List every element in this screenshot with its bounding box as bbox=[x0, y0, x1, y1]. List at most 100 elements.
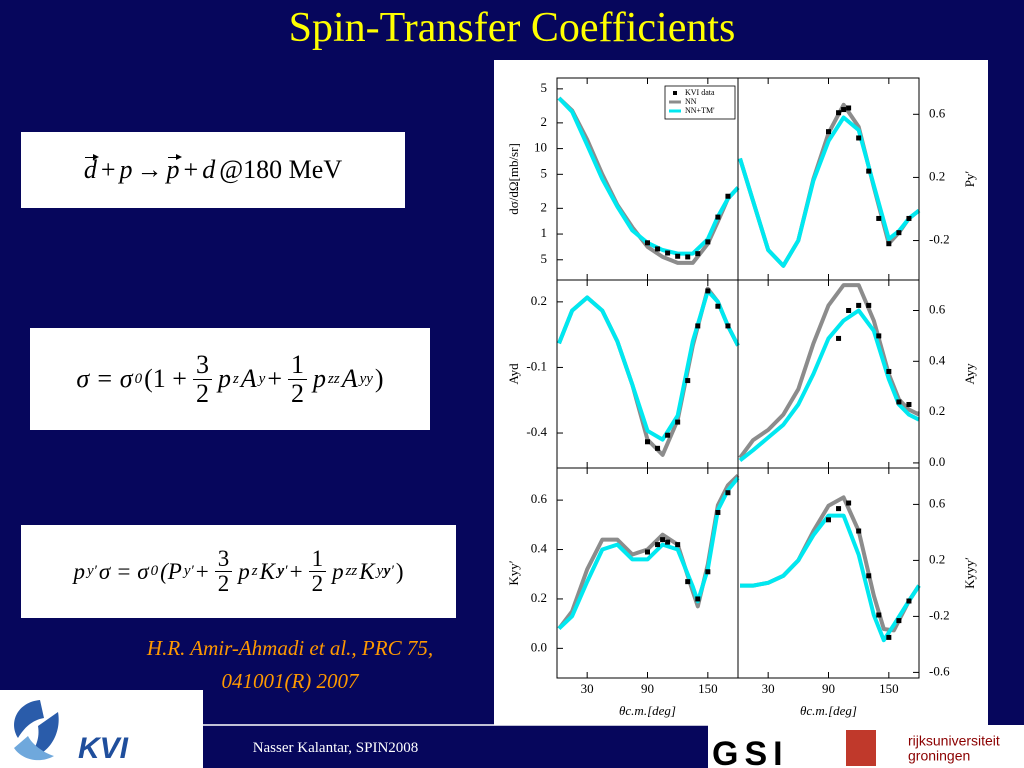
eq-symbol: + bbox=[100, 155, 116, 184]
y-tick-label: 2 bbox=[541, 199, 548, 214]
data-point bbox=[866, 573, 872, 579]
x-axis-label: θc.m.[deg] bbox=[619, 703, 676, 718]
eq-symbol: (P bbox=[160, 558, 182, 584]
y-tick-label: 1 bbox=[541, 225, 548, 240]
eq-sub: yy bbox=[376, 563, 390, 579]
data-point bbox=[906, 215, 912, 221]
x-tick-label: 30 bbox=[762, 681, 775, 696]
logo-swirl bbox=[14, 736, 54, 761]
gsi-logo: GSI bbox=[712, 735, 789, 768]
eq-symbol: p bbox=[119, 155, 133, 184]
y-tick-label: 5 bbox=[541, 80, 548, 95]
curve bbox=[557, 96, 740, 256]
data-point bbox=[896, 399, 902, 405]
y-tick-label: 0.0 bbox=[929, 454, 945, 469]
eq-sub: y bbox=[276, 563, 284, 579]
eq-sub: y′ bbox=[183, 563, 194, 579]
data-point bbox=[856, 302, 862, 308]
x-tick-label: 90 bbox=[641, 681, 654, 696]
y-axis-label: Py′ bbox=[962, 171, 977, 188]
data-point bbox=[725, 193, 731, 199]
footer: Nasser Kalantar, SPIN2008 bbox=[252, 740, 419, 756]
y-tick-label: 0.2 bbox=[929, 551, 945, 566]
y-tick-label: 0.2 bbox=[531, 293, 547, 308]
eq-den: 2 bbox=[291, 378, 305, 408]
eq-sub: y′ bbox=[86, 563, 97, 579]
panel-frame bbox=[737, 467, 920, 679]
data-point bbox=[645, 439, 650, 445]
data-point bbox=[836, 506, 842, 512]
data-point bbox=[856, 528, 862, 534]
data-point bbox=[675, 253, 681, 259]
data-point bbox=[836, 335, 842, 341]
eq-sub: z bbox=[251, 563, 258, 579]
data-point bbox=[836, 110, 842, 116]
data-point bbox=[906, 401, 912, 407]
y-tick-label: 2 bbox=[541, 114, 548, 129]
groningen-text: rijksuniversiteit bbox=[908, 733, 1000, 749]
eq-symbol: A bbox=[341, 364, 358, 393]
y-tick-label: -0.2 bbox=[929, 232, 950, 247]
data-point bbox=[725, 490, 731, 496]
x-axis-label: θc.m.[deg] bbox=[800, 703, 857, 718]
data-point bbox=[665, 432, 671, 438]
data-point bbox=[896, 230, 902, 236]
eq-sub: 0 bbox=[134, 370, 143, 387]
eq-num: 3 bbox=[192, 351, 212, 380]
y-tick-label: 0.6 bbox=[929, 495, 946, 510]
x-tick-label: 30 bbox=[581, 681, 594, 696]
data-point bbox=[715, 214, 721, 220]
eq-symbol: d bbox=[83, 154, 99, 184]
y-tick-label: -0.1 bbox=[526, 358, 547, 373]
data-point bbox=[645, 240, 650, 246]
data-point bbox=[675, 419, 681, 425]
legend-label: NN+TM' bbox=[685, 106, 715, 115]
y-tick-label: 0.6 bbox=[929, 105, 946, 120]
eq-symbol: ) bbox=[374, 364, 384, 393]
y-tick-label: 0.2 bbox=[531, 590, 547, 605]
y-tick-label: -0.2 bbox=[929, 607, 950, 622]
data-point bbox=[876, 215, 882, 221]
equation: d + p → p + d @180 MeV bbox=[21, 132, 405, 208]
eq-symbol: A bbox=[240, 364, 257, 393]
eq-symbol: + bbox=[267, 364, 283, 393]
eq-symbol: @180 MeV bbox=[219, 155, 343, 184]
eq-symbol: p bbox=[313, 364, 327, 393]
data-point bbox=[685, 254, 691, 260]
eq-sup: y′ bbox=[277, 563, 288, 579]
data-point bbox=[725, 323, 731, 329]
eq-symbol: ) bbox=[395, 558, 404, 584]
eq-sub: z bbox=[232, 370, 239, 387]
eq-symbol: + bbox=[195, 558, 209, 584]
y-tick-label: 5 bbox=[541, 165, 548, 180]
eq-sub: yy bbox=[359, 370, 373, 387]
y-tick-label: 0.4 bbox=[929, 352, 946, 367]
citation: H.R. Amir-Ahmadi et al., PRC 75, 041001(… bbox=[60, 632, 520, 698]
eq-sub: y bbox=[258, 370, 266, 387]
data-point bbox=[841, 107, 847, 113]
data-point bbox=[715, 509, 721, 515]
eq-symbol: K bbox=[259, 558, 275, 584]
y-axis-label: Ayd bbox=[506, 363, 521, 385]
y-tick-label: 10 bbox=[534, 140, 547, 155]
data-point bbox=[685, 579, 691, 585]
eq-den: 2 bbox=[311, 571, 324, 596]
eq-symbol: d bbox=[202, 155, 216, 184]
data-point bbox=[705, 569, 711, 575]
eq-symbol: (1 + bbox=[144, 364, 187, 393]
eq-sup: y′ bbox=[383, 563, 394, 579]
data-point bbox=[645, 549, 650, 555]
figure-background bbox=[494, 60, 988, 725]
eq-symbol: + bbox=[183, 155, 199, 184]
y-tick-label: 0.2 bbox=[929, 168, 945, 183]
data-point bbox=[685, 378, 691, 384]
eq-den: 2 bbox=[217, 571, 230, 596]
eq-symbol: p bbox=[238, 558, 250, 584]
data-point bbox=[655, 542, 661, 548]
x-tick-label: 150 bbox=[698, 681, 718, 696]
eq-symbol: σ = σ bbox=[98, 558, 149, 584]
